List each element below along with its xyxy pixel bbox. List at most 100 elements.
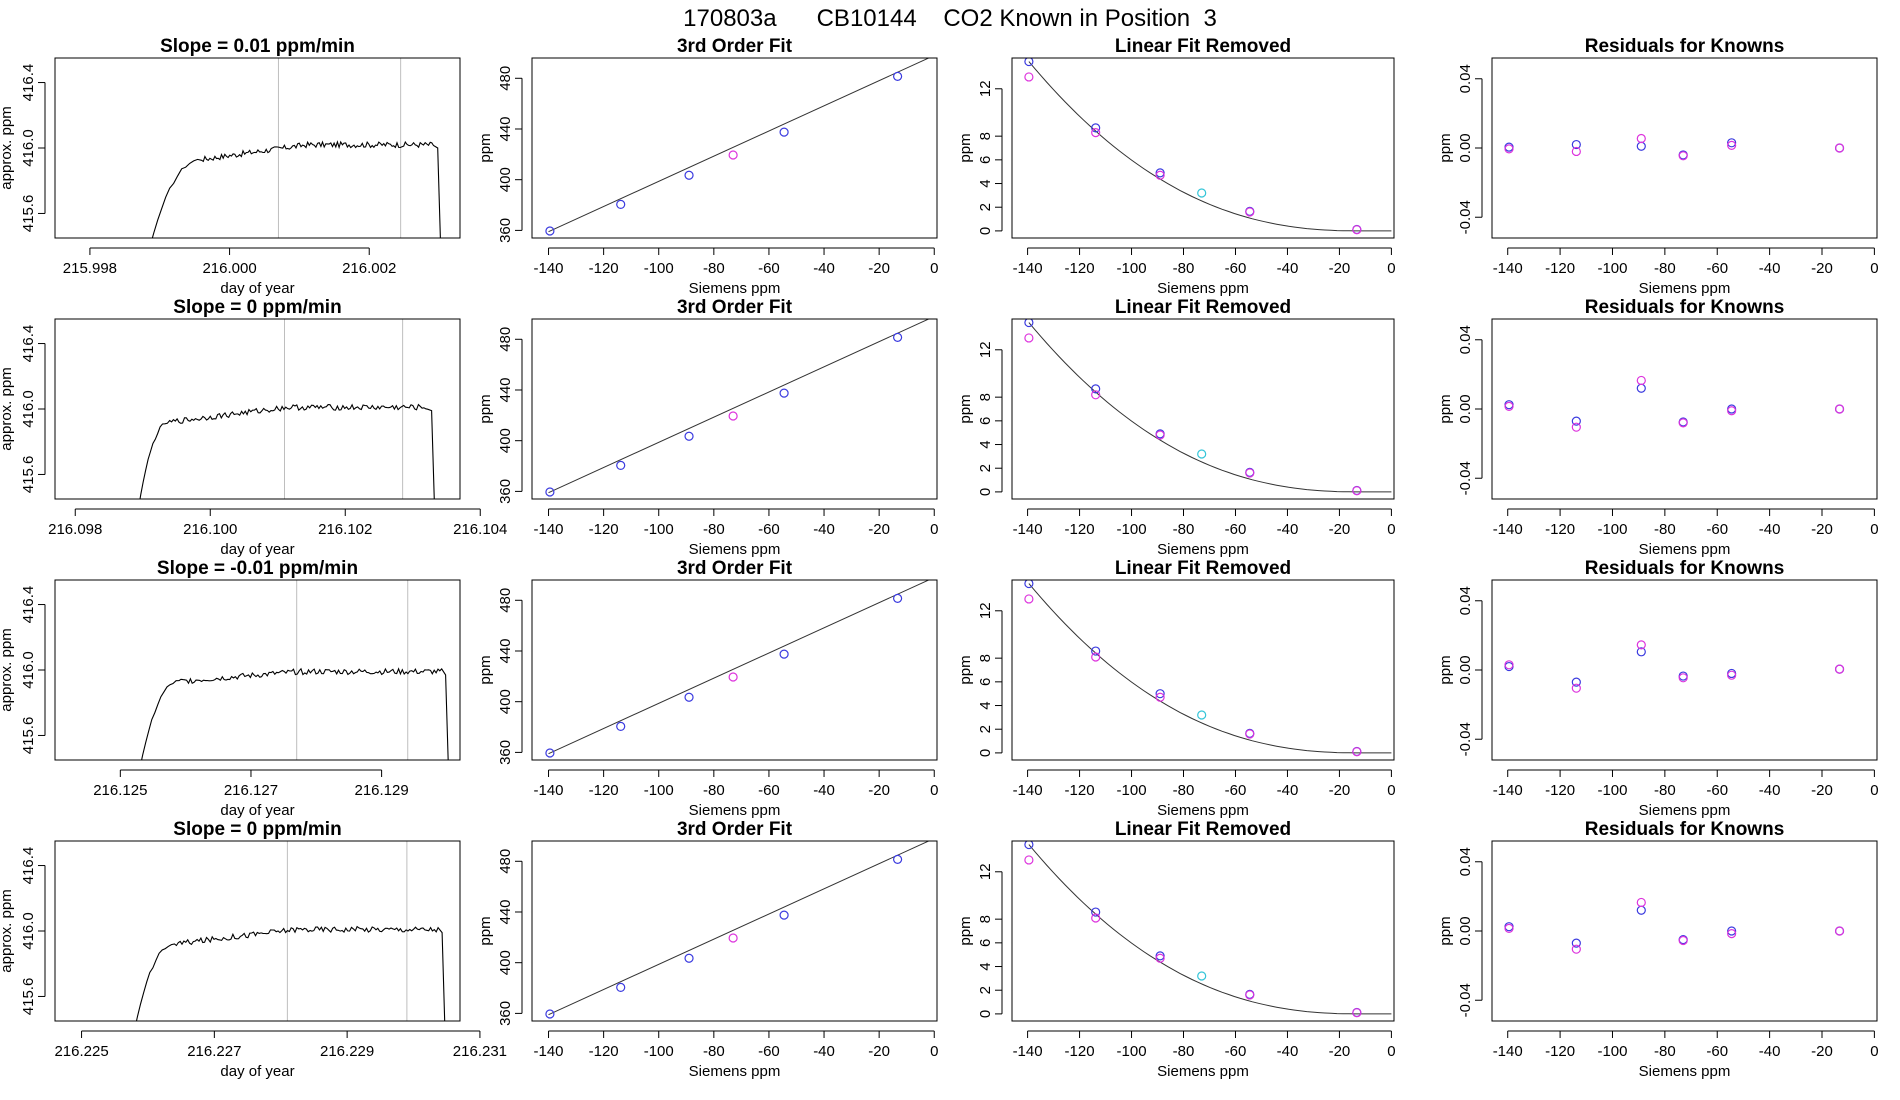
x-tick-label: -120 (589, 1043, 619, 1060)
panel-title: Residuals for Knowns (1585, 819, 1785, 840)
x-tick-label: 216.231 (453, 1043, 507, 1060)
y-axis-label: approx. ppm (0, 628, 15, 711)
data-point (1834, 143, 1845, 153)
x-tick-label: -120 (1545, 260, 1575, 277)
plot-frame (531, 840, 938, 1022)
data-point (545, 226, 555, 236)
x-tick-label: -80 (1654, 1043, 1676, 1060)
y-tick-label: 415.6 (20, 456, 37, 494)
y-tick-label: 6 (977, 678, 994, 686)
data-point (616, 982, 626, 993)
data-point (1571, 139, 1581, 150)
x-tick-label: -140 (1013, 1043, 1043, 1060)
y-tick-label: 4 (977, 962, 994, 970)
x-axis-label: day of year (220, 802, 294, 819)
panel-title: 3rd Order Fit (677, 819, 793, 840)
y-tick-label: 400 (497, 167, 514, 192)
plot-content (1024, 580, 1392, 757)
data-point (1024, 841, 1034, 850)
x-tick-label: -120 (1545, 782, 1575, 799)
x-axis-label: day of year (220, 1063, 294, 1080)
data-point (1678, 418, 1688, 428)
x-tick-label: -100 (1597, 782, 1627, 799)
data-point (1155, 168, 1165, 178)
x-tick-label: -80 (703, 1043, 725, 1060)
x-tick-label: 0 (930, 1043, 938, 1060)
data-point (1727, 140, 1737, 151)
x-tick-label: -120 (589, 521, 619, 538)
plot-frame (54, 318, 461, 500)
x-tick-label: -140 (1493, 782, 1523, 799)
panel-title: Residuals for Knowns (1585, 558, 1785, 579)
panel-3-3: Linear Fit Removed Siemens ppm ppm -140 -120… (957, 558, 1396, 819)
y-axis-label: ppm (1437, 916, 1454, 945)
panel-3-1: Slope = -0.01 ppm/min day of year approx. … (0, 558, 461, 819)
data-point (1091, 128, 1101, 138)
panel-title: Linear Fit Removed (1115, 36, 1291, 57)
data-point (616, 199, 626, 210)
plot-frame (54, 579, 461, 761)
data-point (1155, 430, 1165, 440)
x-tick-label: 216.104 (453, 521, 507, 538)
x-tick-label: -120 (1065, 1043, 1095, 1060)
x-tick-label: -60 (1225, 260, 1247, 277)
y-tick-label: 416.4 (20, 64, 37, 102)
x-tick-label: -80 (1654, 521, 1676, 538)
ppm-trace-line (141, 667, 449, 760)
x-tick-label: -100 (1597, 260, 1627, 277)
y-tick-label: 12 (977, 602, 994, 619)
y-tick-label: 0 (977, 488, 994, 496)
x-tick-label: -100 (1117, 521, 1147, 538)
x-tick-label: 216.002 (342, 260, 396, 277)
y-tick-label: 6 (977, 417, 994, 425)
x-axis-label: Siemens ppm (689, 541, 781, 558)
x-axis-label: Siemens ppm (689, 280, 781, 297)
panel-title: Residuals for Knowns (1585, 297, 1785, 318)
plot-frame (531, 57, 938, 239)
data-point (545, 487, 555, 497)
x-tick-label: -100 (1597, 1043, 1627, 1060)
ppm-trace-line (139, 403, 435, 499)
x-tick-label: -120 (1065, 260, 1095, 277)
data-point (1091, 907, 1101, 917)
x-tick-label: -60 (758, 521, 780, 538)
fit-line (548, 58, 930, 233)
y-tick-label: 12 (977, 863, 994, 880)
data-point (1091, 646, 1101, 656)
x-tick-label: -80 (1654, 260, 1676, 277)
plot-frame (1491, 57, 1878, 239)
data-point (1571, 683, 1581, 693)
y-tick-label: 0.04 (1457, 325, 1474, 354)
x-tick-label: -20 (868, 521, 890, 538)
panel-2-2: 3rd Order Fit Siemens ppm ppm -140 -120 -100 -… (477, 297, 938, 558)
data-point (1636, 647, 1646, 657)
x-tick-label: -120 (589, 260, 619, 277)
x-tick-label: -120 (1065, 521, 1095, 538)
x-axis-label: Siemens ppm (1157, 280, 1249, 297)
x-tick-label: -40 (813, 782, 835, 799)
data-point (893, 854, 903, 864)
y-tick-label: 0.04 (1457, 586, 1474, 615)
y-tick-label: 480 (497, 327, 514, 352)
x-tick-label: -40 (1277, 260, 1299, 277)
x-tick-label: -40 (1277, 521, 1299, 538)
y-tick-label: 415.6 (20, 195, 37, 233)
data-point (728, 672, 738, 682)
data-point (1245, 468, 1255, 478)
x-tick-label: -80 (1173, 782, 1195, 799)
plot-frame (54, 840, 461, 1022)
y-tick-label: 416.4 (20, 586, 37, 624)
data-point (1155, 951, 1165, 961)
x-tick-label: -100 (1117, 1043, 1147, 1060)
panel-3-2: 3rd Order Fit Siemens ppm ppm -140 -120 -100 -… (477, 558, 938, 819)
panel-1-3: Linear Fit Removed Siemens ppm ppm -140 -120… (957, 36, 1396, 297)
x-tick-label: -60 (758, 260, 780, 277)
fit-line (548, 580, 930, 755)
data-point (1727, 406, 1737, 416)
y-tick-label: 8 (977, 393, 994, 401)
x-tick-label: -140 (534, 1043, 564, 1060)
x-axis-label: Siemens ppm (1639, 280, 1731, 297)
y-tick-label: 2 (977, 464, 994, 472)
x-tick-label: -120 (1545, 521, 1575, 538)
